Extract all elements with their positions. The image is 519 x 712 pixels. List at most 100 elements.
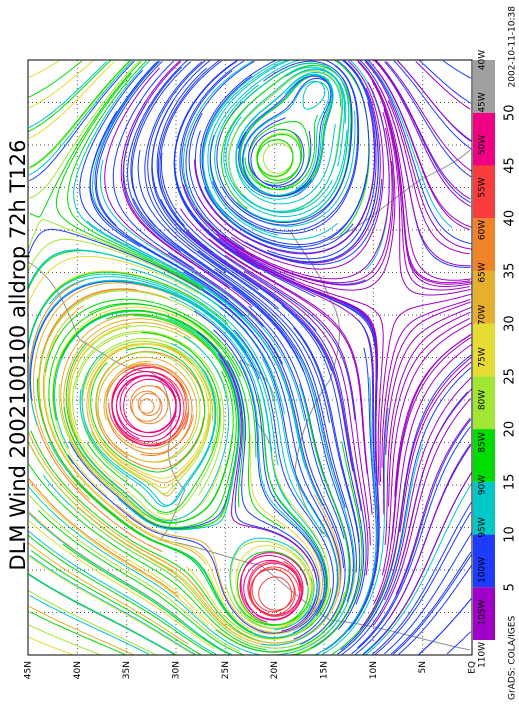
streamline — [385, 306, 472, 456]
streamline — [443, 60, 472, 79]
streamline — [224, 254, 371, 546]
timestamp: 2002-10-11-10:38 — [508, 6, 518, 88]
coastline — [27, 261, 471, 651]
colorbar-swatch — [473, 587, 495, 640]
streamline — [243, 270, 369, 576]
streamline — [158, 229, 346, 508]
streamline — [167, 252, 345, 539]
streamline — [218, 237, 384, 486]
streamline — [120, 59, 253, 308]
streamline — [294, 441, 363, 656]
lon-label: 85W — [478, 432, 488, 452]
streamline — [244, 60, 379, 263]
streamline — [194, 101, 376, 255]
streamline — [209, 65, 359, 232]
streamline — [29, 60, 140, 199]
streamline — [147, 60, 280, 310]
colorbar-label: 20 — [503, 421, 518, 438]
streamline — [28, 60, 133, 176]
streamline — [29, 61, 131, 170]
streamline — [151, 60, 259, 291]
streamline — [63, 318, 211, 517]
streamline — [105, 313, 239, 530]
streamline — [418, 59, 472, 104]
streamline — [276, 354, 355, 656]
streamline — [371, 81, 470, 291]
streamline — [207, 60, 339, 240]
streamline — [68, 359, 240, 529]
colorbar-label: 10 — [503, 526, 518, 543]
streamline — [384, 311, 471, 546]
streamline — [62, 543, 230, 655]
streamline — [384, 61, 472, 178]
streamline — [214, 268, 357, 573]
streamline — [137, 149, 330, 423]
streamline — [27, 485, 261, 656]
streamline — [394, 145, 470, 284]
colorbar-swatch — [473, 165, 495, 219]
streamline — [195, 127, 393, 284]
streamline — [378, 86, 471, 267]
colorbar-swatch — [473, 218, 495, 271]
streamline — [151, 101, 333, 372]
streamline — [263, 286, 367, 605]
streamline — [356, 59, 472, 281]
lat-label: 40N — [73, 661, 83, 679]
streamline — [197, 250, 360, 543]
streamline — [266, 60, 377, 260]
streamline — [161, 152, 356, 421]
streamline — [221, 81, 390, 280]
streamline — [28, 228, 266, 351]
streamline — [213, 329, 325, 634]
streamline — [103, 360, 189, 450]
streamline — [27, 534, 213, 656]
lat-label: EQ — [468, 661, 478, 674]
streamline — [28, 442, 232, 631]
lon-label: 80W — [478, 390, 488, 410]
streamline — [383, 532, 473, 655]
streamline — [28, 636, 73, 656]
lat-label: 30N — [172, 661, 182, 679]
streamline — [351, 426, 471, 655]
coastlines — [27, 149, 471, 651]
streamline — [185, 60, 255, 250]
streamline — [235, 544, 314, 628]
lon-label: 40W — [478, 50, 488, 70]
streamline — [28, 60, 135, 182]
streamlines — [27, 59, 473, 656]
colorbar-swatch — [473, 60, 495, 113]
streamline — [28, 464, 267, 651]
streamline — [239, 74, 333, 196]
colorbar: 5 10 15 20 25 30 35 40 45 50 — [473, 60, 518, 640]
streamline — [28, 61, 108, 129]
streamline — [127, 59, 188, 252]
streamline — [394, 334, 471, 497]
streamline — [375, 59, 471, 200]
streamline — [193, 310, 327, 616]
streamline — [372, 398, 472, 626]
colorbar-label: 45 — [503, 157, 518, 174]
streamline — [391, 336, 472, 540]
streamline — [28, 478, 180, 598]
streamline — [67, 322, 192, 524]
streamline — [88, 343, 209, 479]
streamline — [226, 360, 320, 634]
streamline — [379, 293, 472, 483]
lon-label: 100W — [478, 557, 488, 583]
streamline — [390, 551, 472, 655]
streamline — [89, 302, 285, 530]
streamline — [185, 453, 330, 640]
streamline — [27, 60, 83, 98]
streamline — [237, 75, 332, 197]
streamline — [28, 520, 215, 649]
streamline — [399, 361, 472, 533]
streamline — [28, 512, 232, 655]
lat-label: 20N — [270, 661, 280, 679]
streamline — [76, 335, 230, 521]
streamline — [28, 530, 217, 656]
streamline — [29, 59, 131, 168]
streamline — [397, 60, 473, 142]
streamline — [30, 430, 292, 644]
streamline — [398, 565, 472, 655]
streamline — [67, 60, 204, 290]
